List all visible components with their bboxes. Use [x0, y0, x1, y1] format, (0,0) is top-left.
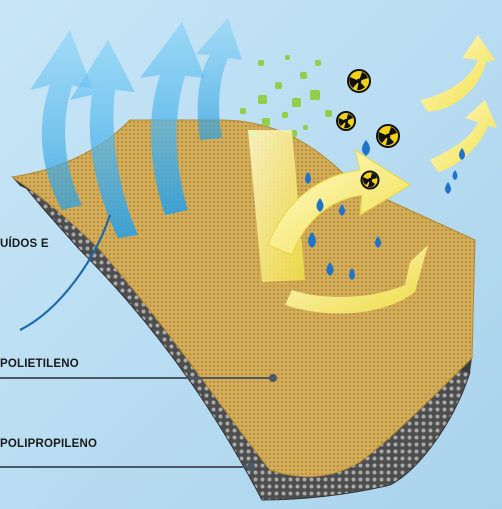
water-droplet-icon: [459, 148, 465, 160]
leader-dot-polyethylene: [269, 374, 277, 382]
liquid-splash-arrow-icon: [420, 35, 495, 112]
water-droplet-icon: [316, 198, 324, 212]
air-flow-arrows: [30, 18, 242, 238]
water-droplet-icon: [308, 232, 316, 248]
water-droplet-icon: [305, 172, 311, 184]
label-polyethylene: POLIETILENO: [0, 358, 79, 370]
radiation-hazard-icon: [360, 170, 380, 190]
air-flow-arrow-icon: [70, 40, 138, 238]
air-flow-arrow-icon: [30, 30, 92, 210]
water-droplet-icon: [362, 140, 370, 156]
wind-line: [19, 214, 112, 331]
air-flow-arrow-icon: [140, 22, 205, 215]
label-polypropylene: POLIPROPILENO: [0, 438, 98, 450]
water-droplet-icon: [349, 268, 355, 280]
liquid-splash-arrow-icon: [430, 100, 497, 172]
liquid-splash-arrow-icon: [285, 245, 428, 314]
air-flow-arrow-icon: [196, 18, 242, 140]
radiation-hazard-icon: [376, 124, 400, 148]
leader-dot-polypropylene: [247, 463, 255, 471]
water-droplet-icon: [375, 236, 381, 248]
leader-lines: [0, 374, 277, 471]
water-droplet-icon: [452, 170, 458, 180]
water-droplet-icon: [339, 204, 345, 216]
radiation-hazard-icon: [347, 69, 371, 93]
droplets: [305, 140, 465, 280]
water-droplet-icon: [326, 262, 334, 276]
radiation-hazards: [336, 69, 400, 190]
radiation-hazard-icon: [336, 111, 356, 131]
water-droplet-icon: [445, 182, 451, 194]
label-fluids: UÍDOS E: [0, 238, 49, 250]
